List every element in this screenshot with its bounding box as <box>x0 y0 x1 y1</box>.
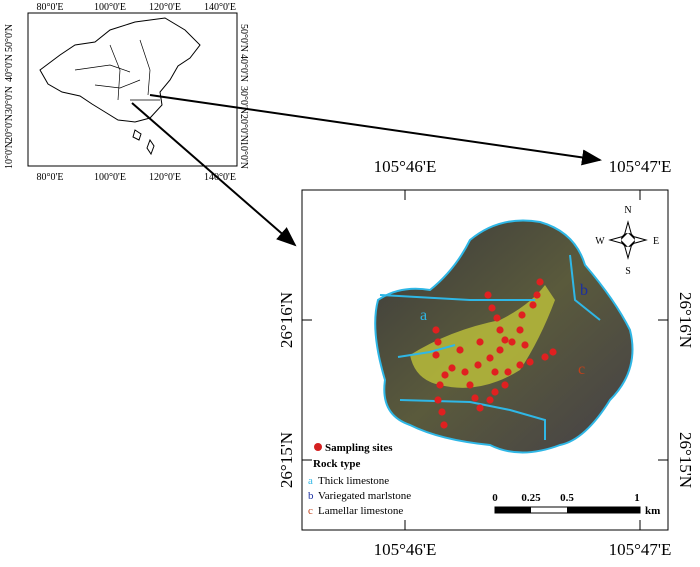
inset-lon-label: 80°0'E <box>37 172 64 183</box>
zone-label: a <box>420 307 427 324</box>
sampling-site <box>508 338 516 346</box>
lat-label: 26°16'N <box>277 292 296 348</box>
sampling-site <box>541 353 549 361</box>
inset-lat-label: 10°0'N <box>4 141 15 169</box>
inset-lat-label: 50°0'N <box>4 24 15 52</box>
sampling-site <box>496 326 504 334</box>
legend-label: Thick limestone <box>318 475 389 487</box>
scale-label: 0 <box>492 492 498 504</box>
inset-lat-label: 40°0'N <box>4 54 15 82</box>
sampling-site <box>484 291 492 299</box>
inset-lat-label: 10°0'N <box>238 141 249 169</box>
sampling-site <box>461 368 469 376</box>
inset-lat-label: 50°0'N <box>238 24 249 52</box>
sampling-site <box>434 338 442 346</box>
inset-lon-label: 120°0'E <box>149 172 181 183</box>
sampling-site <box>504 368 512 376</box>
legend-key: c <box>308 505 313 517</box>
compass-w: W <box>595 236 605 247</box>
inset-lon-label: 140°0'E <box>204 172 236 183</box>
scale-label: 0.5 <box>560 492 574 504</box>
sampling-site <box>529 301 537 309</box>
sampling-site <box>488 304 496 312</box>
zone-boundary <box>379 254 601 440</box>
sampling-site <box>476 338 484 346</box>
zone-label: b <box>580 282 588 299</box>
sampling-sites <box>432 278 557 429</box>
sampling-site <box>434 396 442 404</box>
lon-label: 105°47'E <box>609 157 672 176</box>
province-lines <box>74 39 160 101</box>
inset-lat-label: 30°0'N <box>4 86 15 114</box>
sampling-site <box>441 371 449 379</box>
zone-label: c <box>578 361 585 378</box>
legend-dot <box>314 443 322 451</box>
lat-label: 26°15'N <box>277 432 296 488</box>
sampling-site <box>432 326 440 334</box>
scale-bar <box>495 507 531 513</box>
scale-bar <box>567 507 640 513</box>
legend-key: b <box>308 490 314 502</box>
sampling-site <box>521 341 529 349</box>
inset-lat-label: 40°0'N <box>238 54 249 82</box>
lat-label: 26°15'N <box>676 432 695 488</box>
sampling-site <box>476 404 484 412</box>
arrow <box>131 102 297 247</box>
sampling-site <box>501 381 509 389</box>
sampling-site <box>474 361 482 369</box>
sampling-site <box>526 358 534 366</box>
sampling-site <box>466 381 474 389</box>
inset-lat-label: 20°0'N <box>4 114 15 142</box>
sampling-site <box>436 381 444 389</box>
sampling-site <box>456 346 464 354</box>
lon-label: 105°46'E <box>374 157 437 176</box>
inset-lon-label: 120°0'E <box>149 2 181 13</box>
sampling-site <box>486 354 494 362</box>
inset-lon-label: 100°0'E <box>94 2 126 13</box>
sampling-site <box>491 388 499 396</box>
sampling-site <box>486 396 494 404</box>
inset-lon-label: 140°0'E <box>204 2 236 13</box>
legend-key: a <box>308 475 313 487</box>
lon-label: 105°47'E <box>609 540 672 559</box>
sampling-site <box>438 408 446 416</box>
sampling-site <box>518 311 526 319</box>
sampling-site <box>471 394 479 402</box>
arrow <box>149 94 602 166</box>
sampling-site <box>533 291 541 299</box>
inset-lon-label: 100°0'E <box>94 172 126 183</box>
china-outline <box>39 17 201 156</box>
inset-lon-label: 80°0'E <box>37 2 64 13</box>
lat-label: 26°16'N <box>676 292 695 348</box>
sampling-site <box>536 278 544 286</box>
compass-s: S <box>625 266 631 277</box>
compass: N E S W <box>595 205 659 277</box>
sampling-site <box>493 314 501 322</box>
inset-lat-label: 30°0'N <box>238 86 249 114</box>
scale-label: 0.25 <box>521 492 541 504</box>
sampling-site <box>432 351 440 359</box>
scale-label: 1 <box>634 492 640 504</box>
legend-title: Rock type <box>313 458 360 470</box>
sampling-site <box>549 348 557 356</box>
scale-unit: km <box>645 505 660 517</box>
sampling-site <box>448 364 456 372</box>
legend-label: Lamellar limestone <box>318 505 403 517</box>
lon-label: 105°46'E <box>374 540 437 559</box>
compass-n: N <box>624 205 631 216</box>
sampling-site <box>496 346 504 354</box>
sampling-site <box>516 326 524 334</box>
legend-sites: Sampling sites <box>325 442 393 454</box>
sampling-site <box>491 368 499 376</box>
sampling-site <box>440 421 448 429</box>
compass-e: E <box>653 236 659 247</box>
legend-label: Variegated marlstone <box>318 490 411 502</box>
sampling-site <box>516 361 524 369</box>
sampling-site <box>501 336 509 344</box>
inset-lat-label: 20°0'N <box>238 114 249 142</box>
